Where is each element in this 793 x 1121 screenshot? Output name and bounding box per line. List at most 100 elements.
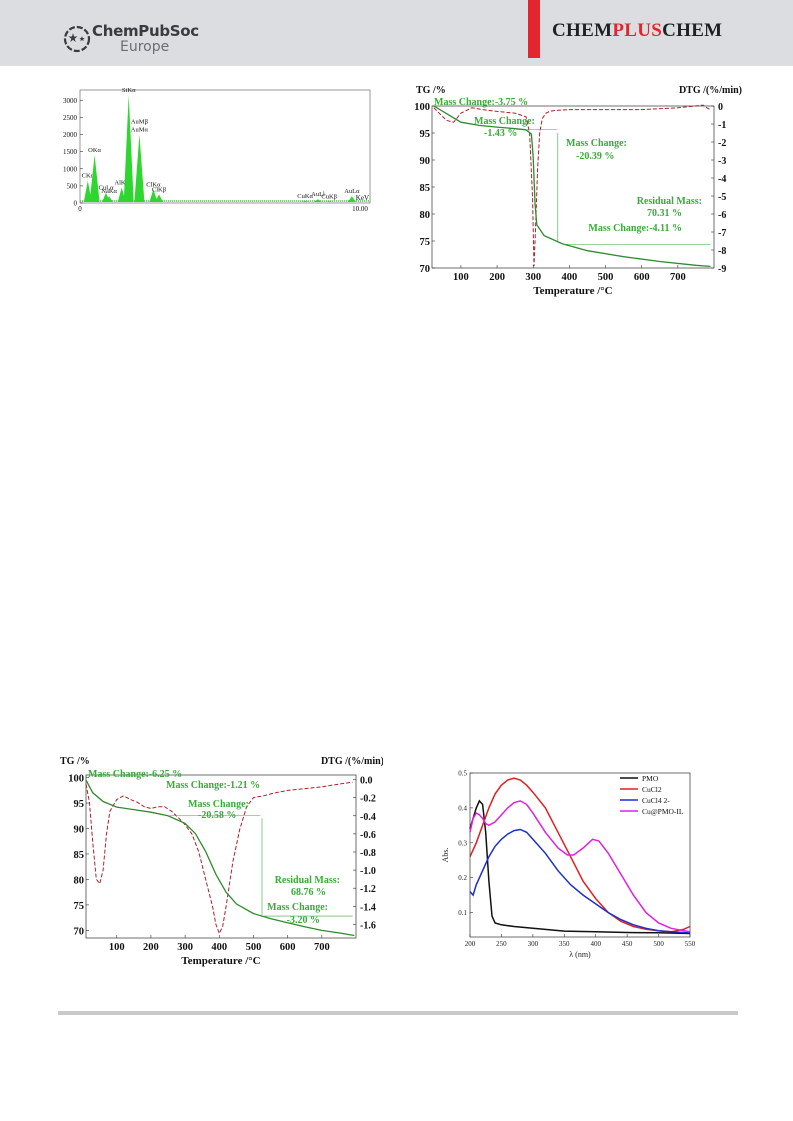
spectrum-line-cucl4 — [469, 828, 691, 934]
y-tick-label: 0.2 — [458, 874, 467, 882]
spectrum-peak — [117, 187, 126, 202]
peak-label: ClKβ — [152, 186, 167, 193]
tg-axis-title: TG /% — [60, 756, 90, 767]
publisher-name: ChemPubSoc — [92, 22, 199, 40]
peak-label: AuLl — [311, 191, 325, 198]
y-tick-label: 100 — [68, 774, 84, 785]
spectrum-peak — [325, 201, 334, 202]
y-tick-label: 85 — [74, 850, 85, 861]
spectrum-peak — [347, 196, 356, 202]
x-tick-label: 600 — [280, 942, 296, 953]
y-tick-label: 85 — [420, 183, 431, 194]
x-tick-label: 400 — [590, 940, 601, 948]
tg-curve — [433, 105, 711, 268]
mass-change-annotation: Mass Change: — [267, 902, 328, 913]
spectrum-line-pmo — [469, 799, 691, 935]
dtg-curve — [85, 781, 353, 935]
x-tick-label: 400 — [562, 272, 578, 283]
x-tick-label: 200 — [489, 272, 505, 283]
plot-frame — [431, 105, 715, 269]
y2-tick-label: -0.2 — [360, 794, 376, 805]
dtg-curve — [433, 104, 711, 267]
legend-label: PMO — [642, 774, 659, 783]
x-tick-label: 700 — [314, 942, 330, 953]
x-tick-label: 700 — [670, 272, 686, 283]
journal-highlight: PLUS — [612, 20, 663, 41]
y2-tick-label: 0.0 — [360, 776, 373, 787]
mass-change-annotation: Mass Change: — [188, 799, 249, 810]
tg-curve — [85, 779, 355, 937]
spectrum-peak — [105, 196, 114, 202]
x-tick-label: 450 — [622, 940, 633, 948]
peak-label: NaKα — [101, 188, 117, 195]
journal-prefix: CHEM — [552, 20, 613, 41]
mass-change-annotation: Residual Mass: — [275, 875, 340, 886]
publisher-logo: ChemPubSoc Europe — [62, 22, 202, 58]
y-tick-label: 70 — [74, 926, 85, 937]
x-tick-label: 100 — [109, 942, 125, 953]
y-tick-label: 0.4 — [458, 804, 467, 812]
y-tick-label: 2500 — [63, 114, 78, 122]
x-tick-label: 300 — [528, 940, 539, 948]
journal-accent-bar — [528, 0, 540, 58]
peak-label: CKα — [82, 173, 95, 180]
legend-label: CuCl4 2- — [642, 796, 670, 805]
mass-change-annotation: Mass Change:-3.75 % — [434, 97, 528, 108]
legend-label: Cu@PMO-IL — [642, 807, 684, 816]
y2-tick-label: -1.4 — [360, 902, 376, 913]
y2-tick-label: -1.0 — [360, 866, 376, 877]
x-tick-label: 200 — [465, 940, 476, 948]
y-tick-label: 0.3 — [458, 839, 467, 847]
plot-frame — [85, 774, 357, 939]
x-tick-label: 250 — [496, 940, 507, 948]
y-tick-label: 70 — [420, 264, 431, 275]
peak-label: CuKβ — [321, 193, 337, 200]
y-tick-label: 75 — [420, 237, 431, 248]
x-axis-title: Temperature /°C — [181, 955, 260, 967]
spectrum-peak — [301, 200, 310, 202]
peak-label: AuMβ — [131, 119, 149, 126]
y-tick-label: 3000 — [63, 97, 78, 105]
x-tick-label: 500 — [598, 272, 614, 283]
edx-spectrum-chart: 0 500 1000 1500 2000 2500 3000 0 10.00 KeV CKα OKα C… — [63, 87, 371, 213]
y2-tick-label: -1.2 — [360, 884, 376, 895]
spectrum-peak — [134, 134, 145, 202]
y2-tick-label: -1 — [718, 120, 726, 131]
mass-change-annotation: Mass Change: — [474, 116, 535, 127]
mass-change-annotation: -3.20 % — [287, 915, 320, 926]
y2-tick-label: -0.4 — [360, 812, 376, 823]
peak-label: SiKα — [122, 87, 136, 94]
mass-change-annotation: Residual Mass: — [637, 196, 702, 207]
dtg-axis-title: DTG /(%/min) — [679, 85, 742, 96]
peak-label: AlKα — [114, 180, 129, 187]
x-tick-label: 300 — [177, 942, 193, 953]
mass-change-annotation: 68.76 % — [291, 887, 326, 898]
tg-axis-title: TG /% — [416, 85, 446, 96]
y2-tick-label: -5 — [718, 192, 726, 203]
footer-rule — [58, 1011, 738, 1015]
y-tick-label: 0 — [74, 200, 78, 208]
tga-chart-2: TG /% DTG /(%/min) 70 75 80 85 90 95 100 0.0 -0.2 -… — [60, 756, 383, 967]
journal-title: CHEMPLUSCHEM — [552, 20, 722, 42]
peak-label: CuKα — [297, 193, 313, 200]
y-tick-label: 100 — [414, 102, 430, 113]
peak-label: AuLα — [344, 188, 360, 195]
y-axis-title: Abs. — [441, 848, 450, 863]
y-tick-label: 80 — [74, 875, 85, 886]
mass-change-annotation: 70.31 % — [647, 208, 682, 219]
x-axis-title: λ (nm) — [569, 950, 591, 959]
x-axis-title: Temperature /°C — [533, 285, 612, 297]
y-tick-label: 0.1 — [458, 909, 467, 917]
uv-vis-chart: 0.1 0.2 0.3 0.4 0.5 200 250 300 350 400 450 500 550 λ… — [441, 770, 696, 960]
y2-tick-label: -8 — [718, 246, 726, 257]
y-tick-label: 90 — [420, 156, 431, 167]
x-tick-label: 200 — [143, 942, 159, 953]
spectrum-line-cu-pmo-il — [469, 800, 691, 933]
x-tick-label: 500 — [653, 940, 664, 948]
y2-tick-label: -6 — [718, 210, 726, 221]
spectrum-peak — [155, 194, 163, 202]
y-tick-label: 2000 — [63, 131, 78, 139]
mass-change-annotation: -1.43 % — [484, 128, 517, 139]
y2-tick-label: 0 — [718, 102, 723, 113]
spectrum-peak — [123, 95, 134, 202]
